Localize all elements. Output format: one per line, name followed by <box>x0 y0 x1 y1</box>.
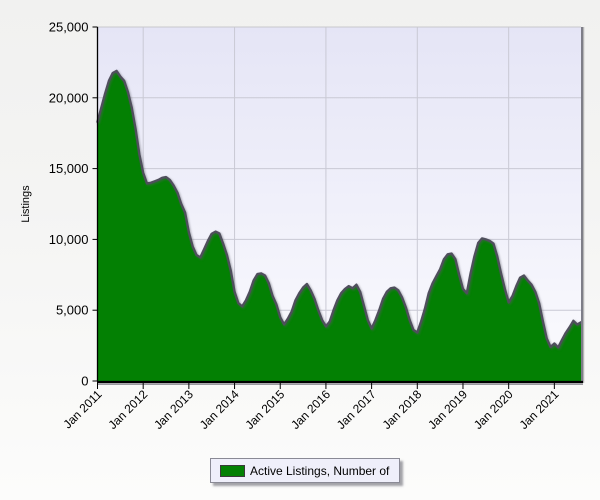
y-tick-label: 25,000 <box>49 20 89 35</box>
legend-swatch-icon <box>220 464 245 477</box>
area-series-outline <box>96 69 583 349</box>
y-tick-label: 10,000 <box>49 232 89 247</box>
y-tick-label: 20,000 <box>49 90 89 105</box>
x-tick-label: Jan 2014 <box>197 387 242 432</box>
y-tick-label: 15,000 <box>49 161 89 176</box>
x-tick-label: Jan 2015 <box>243 387 288 432</box>
x-tick-label: Jan 2012 <box>105 387 150 432</box>
x-tick-label: Jan 2016 <box>288 387 333 432</box>
x-tick-label: Jan 2013 <box>151 387 196 432</box>
x-tick-label: Jan 2017 <box>334 387 379 432</box>
x-tick-label: Jan 2021 <box>517 387 562 432</box>
legend-series-label: Active Listings, Number of <box>250 463 390 478</box>
y-axis-title: Listings <box>20 185 32 223</box>
y-tick-label: 0 <box>81 374 88 389</box>
x-tick-label: Jan 2020 <box>471 387 516 432</box>
x-tick-label: Jan 2018 <box>380 387 425 432</box>
legend: Active Listings, Number of <box>210 458 400 483</box>
x-tick-label: Jan 2019 <box>425 387 470 432</box>
area-series-fill <box>97 70 581 382</box>
x-tick-label: Jan 2011 <box>60 387 104 431</box>
y-tick-label: 5,000 <box>56 303 89 318</box>
